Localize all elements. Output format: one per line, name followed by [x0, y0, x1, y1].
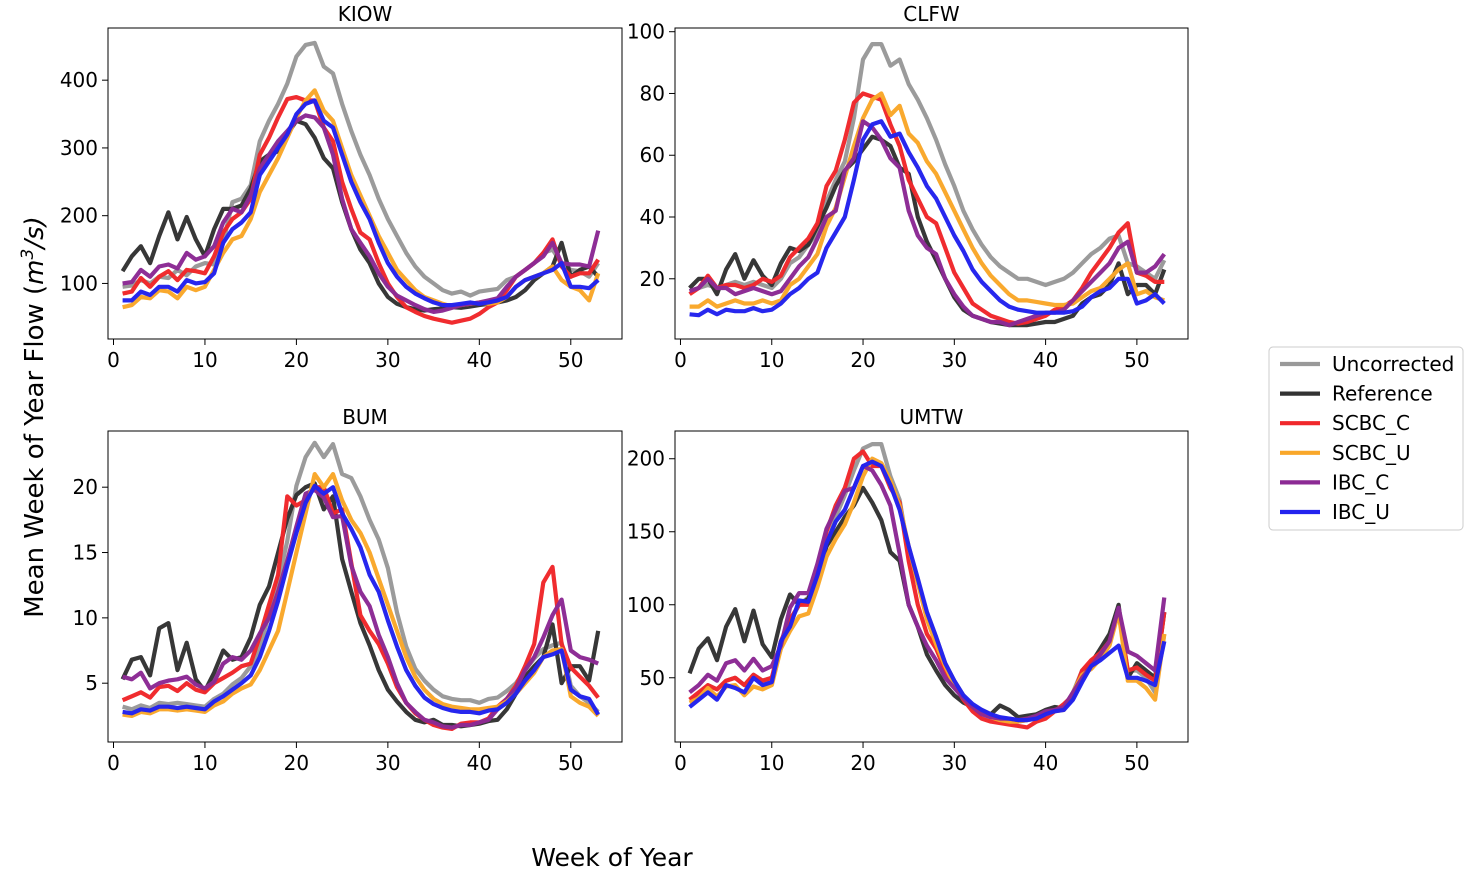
- y-tick-label: 5: [85, 671, 98, 695]
- series-line-ibc-u: [122, 98, 600, 308]
- x-tick-label: 40: [1033, 348, 1058, 372]
- x-tick-label: 30: [375, 348, 400, 372]
- x-tick-label: 20: [284, 348, 309, 372]
- y-tick-label: 20: [640, 267, 665, 291]
- x-tick-label: 0: [674, 751, 687, 775]
- series-line-scbc-c: [688, 91, 1165, 326]
- y-tick-label: 40: [640, 205, 665, 229]
- legend-item-ibc-u: IBC_U: [1280, 500, 1390, 524]
- series-line-scbc-c: [688, 449, 1167, 730]
- y-tick-label: 150: [627, 520, 665, 544]
- series-lines: [687, 442, 1167, 730]
- x-tick-label: 50: [1124, 751, 1149, 775]
- series-line-ibc-u: [689, 119, 1166, 318]
- subplot-title: UMTW: [900, 405, 964, 429]
- series-line-ibc-c: [122, 113, 601, 314]
- ylabel-sup: 3: [18, 249, 38, 260]
- legend-item-uncorrected: Uncorrected: [1280, 352, 1454, 376]
- series-line-ibc-c: [688, 119, 1166, 328]
- ylabel-main: Mean Week of Year Flow (: [20, 285, 50, 618]
- x-tick-label: 20: [284, 751, 309, 775]
- legend-item-ibc-c: IBC_C: [1280, 470, 1389, 494]
- y-tick-label: 100: [627, 593, 665, 617]
- x-tick-label: 50: [558, 348, 583, 372]
- x-tick-label: 40: [467, 348, 492, 372]
- x-tick-label: 0: [107, 751, 120, 775]
- y-tick-label: 15: [73, 541, 98, 565]
- legend-item-scbc-c: SCBC_C: [1280, 411, 1410, 435]
- series-line-reference: [120, 118, 600, 313]
- legend-item-scbc-u: SCBC_U: [1280, 441, 1411, 465]
- subplot-bum: BUM 0 10 20 30 40 50 5 10 15 20: [73, 405, 623, 775]
- subplot-clfw: CLFW 0 10 20 30 40 50 20 40 60 80 100: [627, 2, 1189, 372]
- legend-item-reference: Reference: [1280, 382, 1433, 406]
- axes-frame: [107, 27, 623, 340]
- axes-frame: [674, 430, 1189, 743]
- x-tick-label: 40: [1033, 751, 1058, 775]
- y-tick-label: 100: [60, 271, 98, 295]
- ylabel-var: m: [20, 259, 50, 284]
- x-tick-label: 10: [192, 751, 217, 775]
- y-tick-label: 400: [60, 68, 98, 92]
- x-tick-label: 50: [1124, 348, 1149, 372]
- x-tick-label: 40: [467, 751, 492, 775]
- subplot-umtw: UMTW 0 10 20 30 40 50 50 100 150 200: [627, 405, 1189, 775]
- x-tick-label: 0: [107, 348, 120, 372]
- y-tick-label: 10: [73, 606, 98, 630]
- series-line-ibc-u: [122, 483, 601, 716]
- legend: Uncorrected Reference SCBC_C SCBC_U IBC_C IBC…: [1268, 346, 1464, 531]
- legend-label: SCBC_U: [1332, 441, 1411, 465]
- series-line-scbc-u: [689, 91, 1165, 309]
- y-tick-label: 100: [627, 20, 665, 44]
- x-tick-label: 0: [674, 348, 687, 372]
- figure-xlabel: Week of Year: [531, 843, 693, 872]
- y-tick-label: 200: [627, 447, 665, 471]
- x-tick-label: 20: [850, 751, 875, 775]
- subplot-title: BUM: [342, 405, 388, 429]
- series-lines: [688, 41, 1167, 328]
- legend-label: Uncorrected: [1332, 352, 1454, 376]
- y-tick-label: 200: [60, 204, 98, 228]
- x-tick-label: 30: [942, 751, 967, 775]
- y-tick-label: 50: [640, 666, 665, 690]
- x-tick-label: 10: [759, 751, 784, 775]
- y-tick-label: 80: [640, 81, 665, 105]
- legend-label: IBC_C: [1332, 470, 1389, 494]
- y-tick-label: 20: [73, 475, 98, 499]
- series-line-scbc-c: [121, 485, 600, 732]
- axes-frame: [674, 27, 1189, 340]
- y-tick-label: 60: [640, 143, 665, 167]
- x-tick-label: 20: [850, 348, 875, 372]
- series-lines: [120, 440, 601, 732]
- legend-label: Reference: [1332, 382, 1433, 406]
- subplot-title: KIOW: [338, 2, 393, 26]
- figure-ylabel: Mean Week of Year Flow (m3/s): [18, 216, 50, 618]
- subplot-title: CLFW: [903, 2, 960, 26]
- series-line-ibc-u: [688, 459, 1167, 723]
- legend-label: SCBC_C: [1332, 411, 1410, 435]
- x-tick-label: 30: [375, 751, 400, 775]
- series-line-ibc-c: [122, 487, 600, 730]
- ylabel-rest: /s): [20, 216, 50, 250]
- x-tick-label: 50: [558, 751, 583, 775]
- legend-label: IBC_U: [1332, 500, 1390, 524]
- subplot-kiow: KIOW 0 10 20 30 40 50 100 200 300 400: [60, 2, 623, 372]
- axes-frame: [107, 430, 623, 743]
- series-lines: [120, 40, 601, 325]
- x-tick-label: 30: [942, 348, 967, 372]
- x-tick-label: 10: [192, 348, 217, 372]
- y-tick-label: 300: [60, 136, 98, 160]
- series-line-uncorrected: [688, 41, 1167, 294]
- x-tick-label: 10: [759, 348, 784, 372]
